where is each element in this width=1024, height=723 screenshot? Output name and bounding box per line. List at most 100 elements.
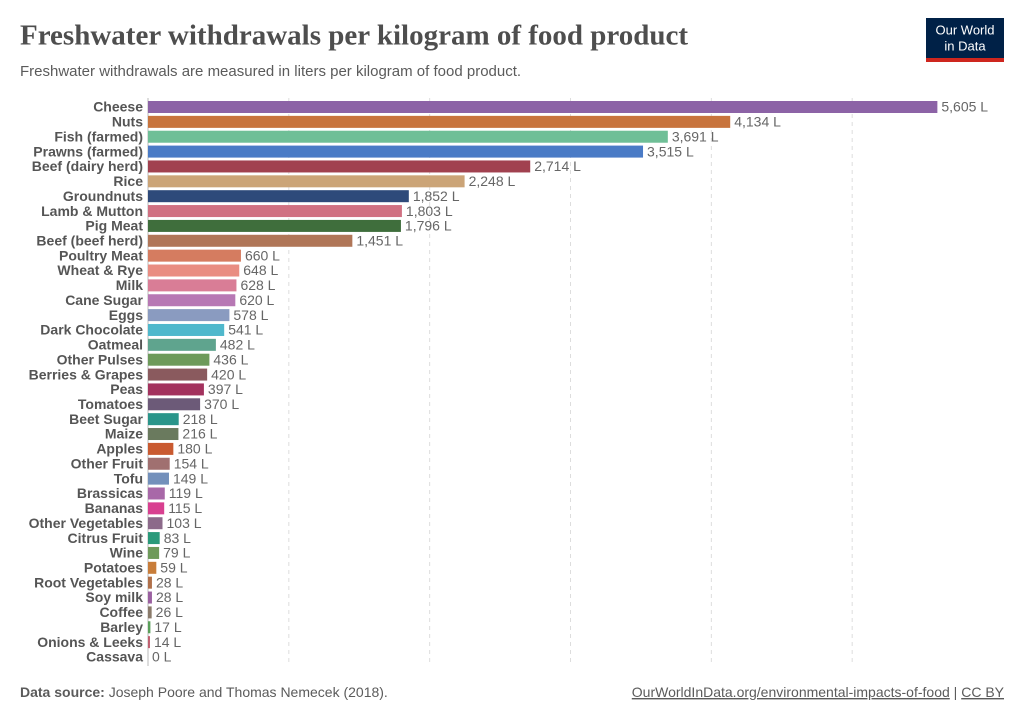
value-label: 26 L bbox=[156, 604, 183, 620]
category-label: Citrus Fruit bbox=[68, 530, 144, 546]
separator: | bbox=[954, 684, 958, 700]
value-label: 28 L bbox=[156, 574, 183, 590]
category-label: Beet Sugar bbox=[69, 411, 143, 427]
category-label: Poultry Meat bbox=[59, 247, 143, 263]
value-label: 420 L bbox=[211, 366, 246, 382]
category-label: Cane Sugar bbox=[65, 292, 143, 308]
category-label: Soy milk bbox=[85, 589, 143, 605]
value-label: 0 L bbox=[152, 649, 172, 665]
category-label: Berries & Grapes bbox=[29, 366, 144, 382]
bar bbox=[148, 546, 160, 559]
category-label: Prawns (farmed) bbox=[33, 143, 143, 159]
bar bbox=[148, 338, 216, 351]
value-label: 620 L bbox=[239, 292, 274, 308]
bar bbox=[148, 279, 237, 292]
bar bbox=[148, 130, 668, 143]
value-label: 79 L bbox=[163, 545, 190, 561]
value-label: 115 L bbox=[168, 500, 202, 516]
category-label: Peas bbox=[110, 381, 143, 397]
bar bbox=[148, 457, 170, 470]
value-label: 17 L bbox=[154, 619, 181, 635]
source-text: Joseph Poore and Thomas Nemecek (2018). bbox=[109, 684, 388, 700]
category-label: Cheese bbox=[93, 99, 143, 115]
bar bbox=[148, 487, 165, 500]
source-label: Data source: bbox=[20, 684, 105, 700]
value-label: 482 L bbox=[220, 337, 255, 353]
category-label: Barley bbox=[100, 619, 143, 635]
category-label: Beef (dairy herd) bbox=[32, 158, 143, 174]
bar bbox=[148, 160, 531, 173]
logo-text: in Data bbox=[944, 38, 986, 53]
value-label: 119 L bbox=[169, 485, 203, 501]
value-label: 5,605 L bbox=[941, 99, 988, 115]
category-label: Other Fruit bbox=[71, 455, 144, 471]
category-label: Fish (farmed) bbox=[54, 128, 143, 144]
bar bbox=[148, 606, 152, 619]
category-label: Apples bbox=[96, 441, 143, 457]
category-label: Beef (beef herd) bbox=[36, 232, 143, 248]
category-label: Tofu bbox=[114, 470, 143, 486]
value-label: 59 L bbox=[160, 560, 187, 576]
bar bbox=[148, 101, 938, 113]
value-label: 1,803 L bbox=[406, 203, 453, 219]
bar bbox=[148, 517, 163, 530]
category-label: Oatmeal bbox=[88, 337, 143, 353]
bar bbox=[148, 175, 465, 188]
bar bbox=[148, 190, 409, 203]
category-label: Potatoes bbox=[84, 560, 143, 576]
license[interactable]: CC BY bbox=[961, 684, 1004, 700]
category-label: Onions & Leeks bbox=[37, 634, 143, 650]
chart-subtitle: Freshwater withdrawals are measured in l… bbox=[20, 63, 521, 80]
bar bbox=[148, 205, 402, 218]
value-label: 1,796 L bbox=[405, 218, 452, 234]
bar bbox=[148, 264, 240, 277]
chart-title: Freshwater withdrawals per kilogram of f… bbox=[20, 20, 688, 52]
bar bbox=[148, 428, 179, 441]
bar bbox=[148, 219, 401, 232]
value-label: 370 L bbox=[204, 396, 239, 412]
url[interactable]: OurWorldInData.org/environmental-impacts… bbox=[632, 684, 950, 700]
value-label: 2,714 L bbox=[534, 158, 581, 174]
category-label: Root Vegetables bbox=[34, 574, 143, 590]
bar bbox=[148, 353, 210, 366]
bar bbox=[148, 561, 157, 574]
category-label: Milk bbox=[116, 277, 143, 293]
bar bbox=[148, 591, 152, 604]
value-label: 216 L bbox=[182, 426, 217, 442]
value-label: 149 L bbox=[173, 470, 208, 486]
category-label: Nuts bbox=[112, 114, 143, 130]
bar bbox=[148, 368, 208, 381]
value-label: 218 L bbox=[183, 411, 218, 427]
logo[interactable]: Our World in Data bbox=[926, 18, 1004, 62]
category-label: Dark Chocolate bbox=[40, 322, 143, 338]
category-label: Lamb & Mutton bbox=[41, 203, 143, 219]
category-label: Eggs bbox=[109, 307, 143, 323]
value-label: 4,134 L bbox=[734, 114, 781, 130]
category-label: Bananas bbox=[85, 500, 144, 516]
bar bbox=[148, 472, 169, 485]
value-label: 660 L bbox=[245, 247, 280, 263]
bar bbox=[148, 636, 150, 649]
category-label: Groundnuts bbox=[63, 188, 143, 204]
bar bbox=[148, 532, 160, 545]
category-label: Cassava bbox=[86, 649, 143, 665]
value-label: 628 L bbox=[240, 277, 275, 293]
value-label: 14 L bbox=[154, 634, 181, 650]
bar bbox=[148, 309, 230, 322]
value-label: 154 L bbox=[174, 455, 209, 471]
value-label: 1,852 L bbox=[413, 188, 460, 204]
bar bbox=[148, 294, 236, 307]
footer-links: OurWorldInData.org/environmental-impacts… bbox=[632, 684, 1005, 700]
bar bbox=[148, 115, 731, 128]
value-label: 578 L bbox=[233, 307, 268, 323]
bar bbox=[148, 234, 353, 247]
category-label: Other Pulses bbox=[57, 351, 144, 367]
category-label: Wine bbox=[110, 545, 144, 561]
bar bbox=[148, 413, 179, 426]
category-label: Maize bbox=[105, 426, 143, 442]
bar bbox=[148, 442, 174, 455]
value-label: 180 L bbox=[177, 441, 212, 457]
bar bbox=[148, 398, 201, 411]
value-label: 28 L bbox=[156, 589, 183, 605]
